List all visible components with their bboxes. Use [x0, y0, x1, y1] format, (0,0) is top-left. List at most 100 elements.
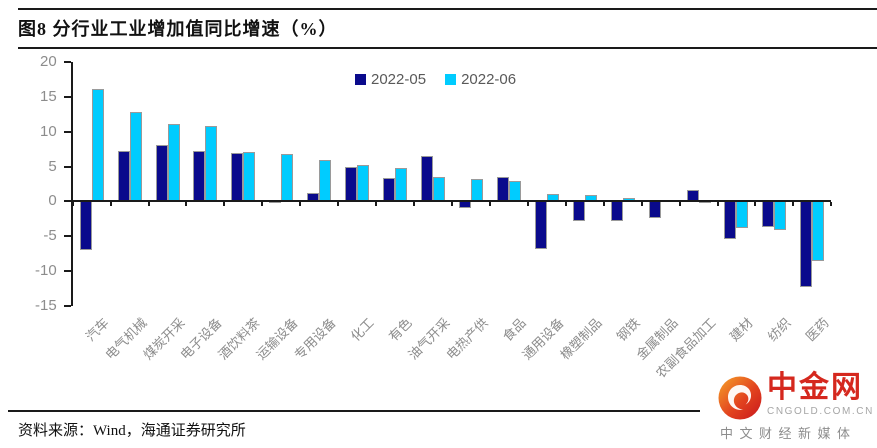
x-axis-label: 专用设备	[291, 315, 339, 363]
bar-2022-05-电子设备	[193, 150, 206, 202]
x-axis-tick	[488, 202, 491, 207]
bar-2022-05-油气开采	[421, 155, 434, 202]
bar-2022-05-建材	[724, 201, 737, 239]
bar-2022-05-电热产供	[458, 201, 471, 209]
x-axis-tick	[451, 202, 453, 207]
x-axis-tick	[223, 202, 226, 207]
y-axis-label: 0	[48, 192, 57, 210]
bar-2022-06-专用设备	[319, 159, 332, 202]
x-axis-label: 纺织	[765, 315, 795, 345]
bar-2022-06-电子设备	[205, 125, 218, 202]
bar-2022-06-纺织	[774, 201, 787, 230]
x-axis-label: 食品	[499, 315, 529, 345]
bar-2022-05-酒饮料茶	[231, 152, 244, 202]
legend-swatch-2022-06	[445, 74, 457, 85]
bar-2022-05-煤炭开采	[155, 145, 168, 202]
bar-2022-06-建材	[736, 201, 749, 228]
x-axis-tick	[299, 202, 302, 207]
y-axis-label: -10	[35, 261, 57, 279]
y-axis-tick	[63, 200, 71, 203]
bar-2022-05-纺织	[762, 201, 775, 228]
bar-2022-06-油气开采	[433, 177, 446, 202]
x-axis-tick	[337, 202, 340, 207]
x-axis-label: 有色	[385, 315, 415, 345]
bar-2022-05-有色	[383, 177, 396, 202]
x-axis-label: 通用设备	[519, 315, 567, 363]
x-axis-tick	[109, 202, 112, 207]
x-axis-tick	[526, 202, 529, 207]
bar-2022-06-电气机械	[129, 111, 142, 202]
figure-title: 图8 分行业工业增加值同比增速（%）	[18, 19, 338, 39]
x-axis-tick	[678, 202, 681, 207]
y-axis-label: 15	[40, 88, 57, 106]
bar-2022-06-煤炭开采	[167, 123, 180, 202]
x-axis-tick	[375, 202, 378, 207]
y-axis-tick	[63, 269, 71, 272]
top-rule	[18, 8, 877, 10]
y-axis-label: 10	[40, 122, 57, 140]
x-axis-label: 建材	[727, 315, 757, 345]
watermark-text-column: 中金网 CNGOLD.COM.CN	[767, 371, 874, 417]
watermark-row: 中金网 CNGOLD.COM.CN	[700, 371, 877, 420]
cngold-logo-icon	[718, 376, 762, 420]
x-axis-line	[70, 200, 832, 203]
y-axis-tick	[63, 96, 71, 99]
x-axis-label: 电热产供	[443, 315, 491, 363]
legend-label-2022-06: 2022-06	[461, 71, 517, 88]
bar-2022-05-金属制品	[648, 201, 661, 219]
x-axis-tick	[830, 202, 833, 207]
legend-item-2022-05: 2022-05	[355, 71, 426, 88]
x-axis-tick	[564, 202, 567, 207]
y-axis-label: -15	[35, 296, 57, 314]
x-axis-tick	[413, 202, 416, 207]
bar-2022-06-酒饮料茶	[243, 152, 256, 202]
y-axis-tick	[63, 235, 71, 238]
bar-2022-05-医药	[800, 201, 813, 287]
x-axis-label: 汽车	[82, 315, 112, 345]
watermark-domain: CNGOLD.COM.CN	[767, 406, 874, 417]
bar-2022-06-汽车	[91, 88, 104, 202]
y-axis-label: 5	[48, 157, 57, 175]
x-axis-tick	[640, 202, 643, 207]
x-axis-tick	[716, 202, 719, 207]
y-axis-label: 20	[40, 53, 57, 71]
y-axis-line	[70, 62, 73, 306]
x-axis-label: 医药	[803, 315, 833, 345]
x-axis-label: 钢铁	[613, 315, 643, 345]
legend-swatch-2022-05	[355, 74, 366, 85]
x-axis-tick	[792, 202, 795, 207]
title-divider-rule	[18, 47, 877, 49]
chart-legend: 2022-05 2022-06	[355, 71, 516, 88]
watermark-tagline: 中文财经新媒体	[720, 426, 857, 441]
bar-2022-05-钢铁	[610, 201, 623, 221]
bar-2022-05-化工	[345, 167, 358, 202]
bar-2022-06-运输设备	[281, 154, 294, 202]
x-axis-label: 化工	[347, 315, 377, 345]
x-axis-tick	[147, 202, 150, 207]
x-axis-tick	[71, 202, 74, 207]
y-axis-tick	[63, 61, 71, 64]
bar-2022-06-化工	[357, 164, 370, 202]
x-axis-tick	[602, 202, 605, 207]
bar-2022-06-医药	[812, 201, 825, 262]
x-axis-label: 油气开采	[405, 315, 453, 363]
x-axis-tick	[185, 202, 188, 207]
bar-2022-05-食品	[496, 177, 509, 202]
source-note: 资料来源：Wind，海通证券研究所	[18, 423, 246, 439]
y-axis-tick	[63, 130, 71, 133]
watermark-brand: 中金网	[767, 371, 863, 404]
y-axis-tick	[63, 304, 71, 307]
bar-2022-06-有色	[395, 168, 408, 202]
y-axis-label: -5	[43, 227, 57, 245]
bar-2022-06-电热产供	[470, 179, 483, 202]
bar-2022-05-橡塑制品	[572, 201, 585, 221]
footer-rule	[8, 410, 877, 412]
bar-2022-05-汽车	[79, 201, 92, 251]
legend-label-2022-05: 2022-05	[371, 71, 427, 88]
bar-2022-06-食品	[508, 180, 521, 202]
x-axis-tick	[754, 202, 757, 207]
legend-item-2022-06: 2022-06	[445, 71, 516, 88]
bar-2022-05-通用设备	[534, 201, 547, 250]
